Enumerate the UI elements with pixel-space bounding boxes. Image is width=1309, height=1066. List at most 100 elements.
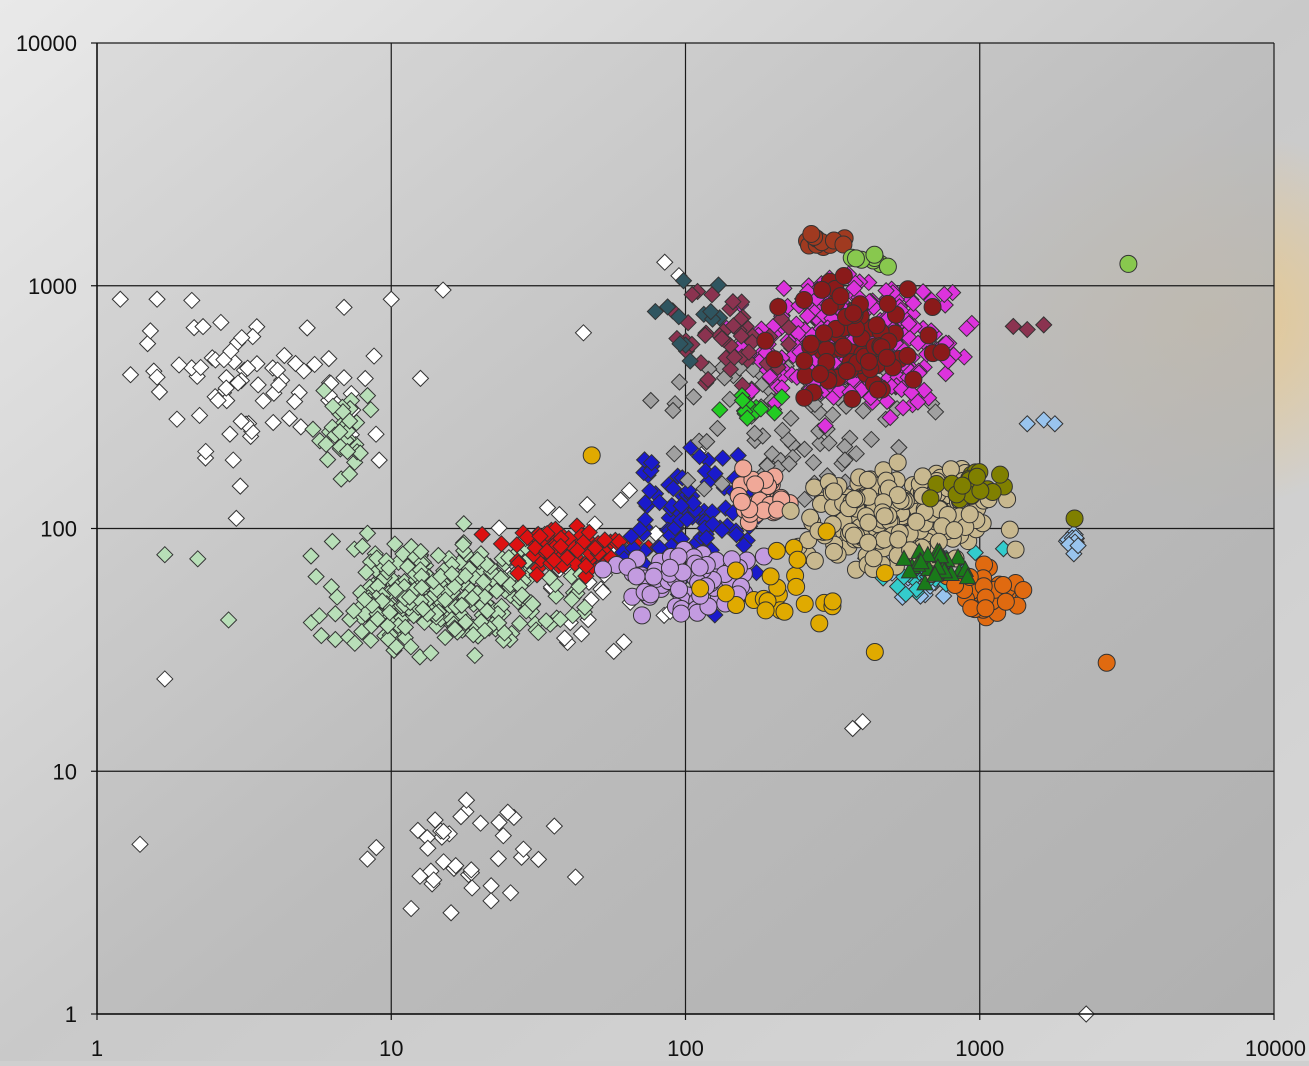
data-point: [249, 376, 267, 394]
data-point: [932, 343, 951, 362]
data-point: [888, 486, 907, 505]
data-point: [217, 379, 235, 397]
data-point: [878, 294, 897, 313]
axes: 1 10 100 1000 10000 1 10 100 1000 10000: [16, 31, 1306, 1061]
data-point: [738, 409, 757, 427]
data-point: [916, 573, 934, 591]
data-point: [868, 380, 887, 399]
data-point: [854, 402, 872, 420]
y-tick-label: 10: [53, 759, 77, 784]
data-point: [302, 547, 320, 565]
data-point: [845, 490, 864, 509]
data-point: [355, 590, 374, 609]
data-point: [642, 453, 661, 472]
data-point: [847, 444, 865, 463]
data-point: [816, 417, 834, 435]
data-point: [131, 835, 149, 854]
data-point: [660, 558, 679, 577]
data-point: [746, 475, 765, 494]
data-point: [367, 425, 385, 443]
data-point: [538, 542, 556, 560]
data-point: [1018, 415, 1036, 433]
data-point: [148, 290, 166, 308]
data-point: [782, 409, 800, 428]
data-point: [463, 589, 482, 607]
data-point: [843, 719, 862, 738]
data-point: [898, 346, 917, 365]
data-point: [761, 567, 780, 586]
data-point: [820, 434, 838, 452]
data-point: [919, 326, 938, 345]
data-point: [875, 564, 894, 583]
data-point: [478, 602, 496, 620]
data-point: [582, 446, 601, 465]
data-point: [367, 838, 385, 857]
data-point: [795, 490, 814, 509]
data-point: [824, 482, 843, 501]
data-point: [386, 581, 404, 599]
data-point: [877, 348, 896, 367]
data-point: [443, 565, 461, 583]
data-point: [843, 389, 862, 408]
data-point: [865, 642, 884, 661]
data-point: [400, 588, 419, 606]
data-point: [1069, 536, 1087, 555]
series-points: [646, 272, 729, 370]
data-point: [915, 381, 933, 400]
data-point: [726, 561, 745, 580]
data-point: [814, 324, 833, 343]
data-point: [699, 370, 717, 389]
data-point: [320, 349, 338, 368]
data-point: [697, 529, 716, 547]
data-point: [846, 249, 865, 268]
data-point: [864, 549, 883, 568]
data-point: [605, 642, 623, 661]
data-point: [773, 421, 792, 440]
data-point: [780, 455, 798, 473]
data-point: [578, 495, 596, 514]
data-point: [537, 612, 555, 630]
data-point: [1004, 317, 1022, 336]
data-point: [678, 510, 696, 529]
data-point: [727, 525, 746, 544]
data-point: [490, 813, 508, 832]
series-points: [842, 245, 1138, 276]
data-point: [572, 625, 591, 643]
data-point: [280, 409, 299, 428]
data-point: [679, 471, 697, 489]
series-points: [756, 266, 951, 408]
data-point: [518, 528, 537, 547]
series-points: [582, 446, 894, 661]
data-point: [644, 567, 663, 586]
data-point: [221, 425, 239, 443]
data-point: [552, 537, 570, 556]
data-point: [222, 342, 240, 360]
data-point: [269, 376, 288, 394]
data-point: [318, 450, 337, 469]
data-point: [189, 550, 207, 568]
data-point: [909, 393, 927, 411]
x-tick-label: 1000: [955, 1036, 1004, 1061]
data-point: [837, 362, 856, 381]
y-tick-label: 100: [40, 517, 77, 542]
data-point: [935, 285, 953, 304]
data-point: [795, 351, 814, 370]
data-point: [641, 585, 660, 604]
data-point: [801, 508, 820, 527]
data-point: [775, 279, 793, 298]
data-point: [810, 365, 829, 384]
data-point: [823, 406, 842, 424]
data-point: [305, 355, 324, 374]
data-point: [813, 280, 832, 299]
data-point: [570, 577, 588, 596]
data-point: [824, 542, 843, 561]
data-point: [183, 291, 201, 310]
data-point: [500, 548, 518, 567]
data-point: [683, 285, 701, 304]
data-point: [335, 298, 353, 317]
data-point: [794, 290, 813, 309]
data-point: [907, 512, 926, 531]
data-point: [898, 280, 917, 299]
data-point: [429, 546, 448, 565]
data-point: [714, 449, 732, 467]
